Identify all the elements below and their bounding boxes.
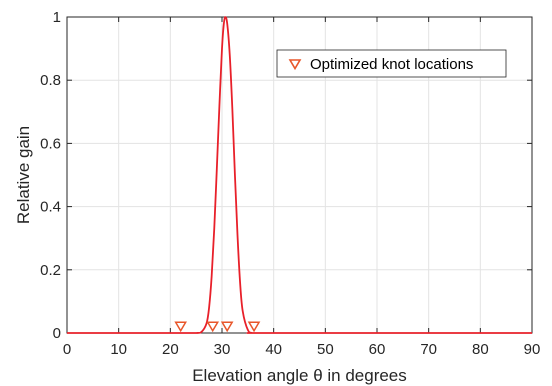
x-tick-label-9: 90 bbox=[524, 341, 541, 358]
y-tick-label-0: 0 bbox=[53, 325, 61, 342]
x-tick-label-6: 60 bbox=[369, 341, 386, 358]
y-tick-label-5: 1 bbox=[53, 9, 61, 26]
x-axis-label: Elevation angle θ in degrees bbox=[192, 366, 407, 385]
gain-curve bbox=[66, 16, 532, 334]
x-tick-label-2: 20 bbox=[162, 341, 179, 358]
y-tick-label-2: 0.4 bbox=[40, 199, 61, 216]
series bbox=[66, 16, 532, 334]
y-tick-label-1: 0.2 bbox=[40, 262, 61, 279]
legend: Optimized knot locations bbox=[276, 49, 507, 78]
x-tick-label-4: 40 bbox=[265, 341, 282, 358]
knot-marker-2 bbox=[220, 321, 234, 333]
knot-marker-0 bbox=[174, 321, 187, 333]
knot-marker-1 bbox=[206, 321, 220, 333]
x-tick-label-8: 80 bbox=[472, 341, 489, 358]
y-tick-label-3: 0.6 bbox=[40, 135, 61, 152]
legend-entry-knot-locations: Optimized knot locations bbox=[310, 56, 473, 73]
x-tick-label-0: 0 bbox=[63, 341, 71, 358]
y-axis-label: Relative gain bbox=[14, 126, 33, 224]
legend-marker-triangle-icon bbox=[288, 59, 302, 71]
x-tick-label-3: 30 bbox=[214, 341, 231, 358]
y-tick-label-4: 0.8 bbox=[40, 72, 61, 89]
x-tick-label-1: 10 bbox=[110, 341, 127, 358]
x-tick-label-7: 70 bbox=[420, 341, 437, 358]
x-tick-label-5: 50 bbox=[317, 341, 334, 358]
legend-box bbox=[276, 49, 507, 78]
tick-labels: 0 10 20 30 40 50 60 70 80 90 0 0.2 0.4 0.6 0.8 1 bbox=[40, 9, 540, 358]
knot-marker-3 bbox=[247, 321, 261, 333]
